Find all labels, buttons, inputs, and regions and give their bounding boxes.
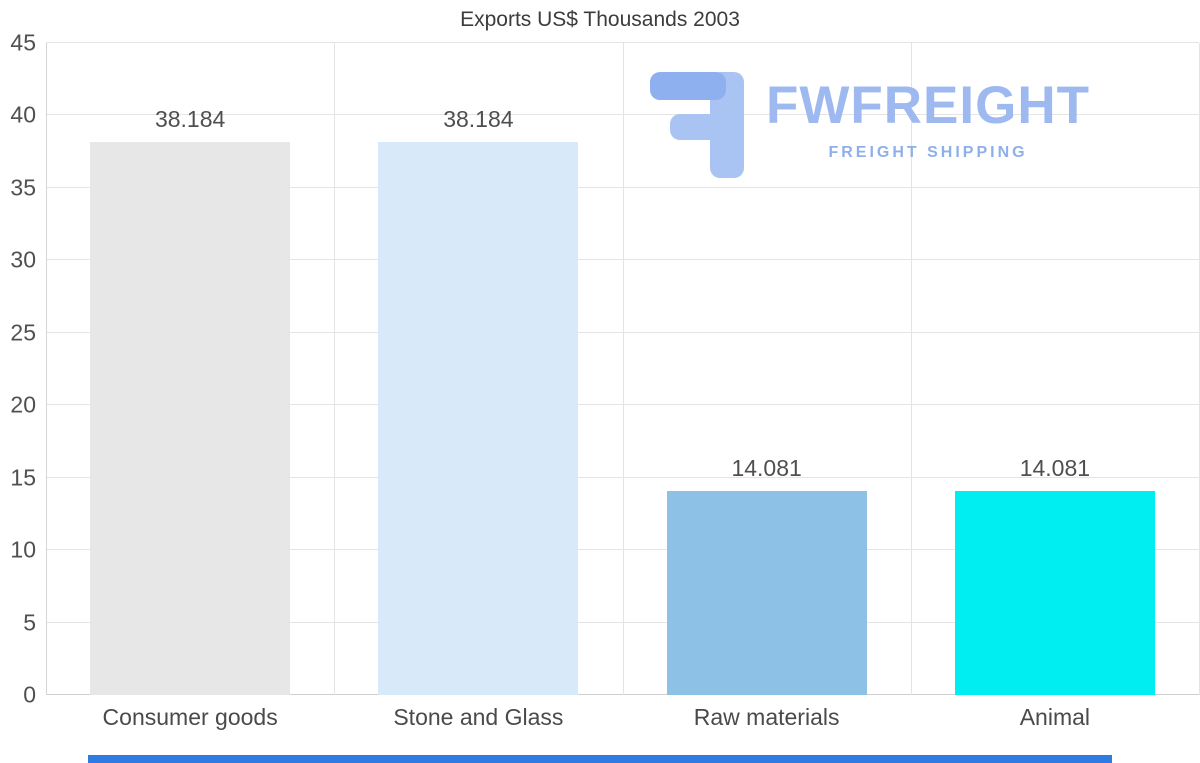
gridline-x-2 [622, 43, 624, 695]
gridline-y-45 [46, 42, 1199, 43]
y-axis-line [46, 43, 47, 695]
bar-value-label: 38.184 [443, 105, 514, 132]
y-tick-label: 20 [10, 391, 36, 418]
bar [666, 490, 867, 695]
x-axis-label: Raw materials [693, 704, 840, 730]
bar [954, 490, 1155, 695]
bar [90, 141, 291, 695]
y-tick-label: 45 [10, 29, 36, 56]
footer-strip [88, 755, 1112, 763]
watermark: FWFREIGHT FREIGHT SHIPPING [648, 66, 1090, 184]
x-axis-labels: Consumer goods Stone and Glass Raw materia… [46, 704, 1199, 731]
gridline-x-1 [334, 43, 336, 695]
fwfreight-logo-icon [650, 72, 744, 178]
y-tick-label: 35 [10, 174, 36, 201]
watermark-subtitle-text: FREIGHT SHIPPING [828, 143, 1028, 161]
y-tick-label: 0 [23, 681, 36, 708]
bar-value-label: 14.081 [1019, 454, 1091, 481]
bar-column: 14.081 [623, 43, 911, 695]
watermark-brand-text: FWFREIGHT [766, 76, 1090, 135]
bar-value-label: 14.081 [731, 454, 802, 481]
y-tick-label: 30 [10, 246, 36, 273]
bars-layer: 38.184 38.184 14.081 14.081 [46, 43, 1199, 695]
y-tick-label: 40 [10, 101, 36, 128]
logo-top-arm [650, 72, 726, 100]
x-axis-label: Consumer goods [102, 704, 278, 730]
bar-column: 38.184 [46, 43, 334, 695]
y-axis-tick-labels: 0 5 10 15 20 25 30 35 40 45 [0, 30, 38, 708]
plot-area: 38.184 38.184 14.081 14.081 [46, 42, 1200, 695]
bar-column: 14.081 [911, 43, 1199, 695]
gridline-x-3 [910, 43, 912, 695]
y-tick-label: 10 [10, 536, 36, 563]
y-tick-label: 5 [23, 609, 36, 636]
x-axis-label: Animal [1019, 704, 1091, 730]
bar-value-label: 38.184 [154, 105, 226, 132]
chart-title: Exports US$ Thousands 2003 [460, 8, 740, 31]
x-axis-label: Stone and Glass [393, 704, 564, 730]
logo-mid-arm [670, 114, 732, 140]
y-tick-label: 25 [10, 319, 36, 346]
bar [378, 141, 579, 695]
watermark-text-block: FWFREIGHT FREIGHT SHIPPING [766, 66, 1090, 162]
bar-column: 38.184 [334, 43, 622, 695]
y-tick-label: 15 [10, 464, 36, 491]
